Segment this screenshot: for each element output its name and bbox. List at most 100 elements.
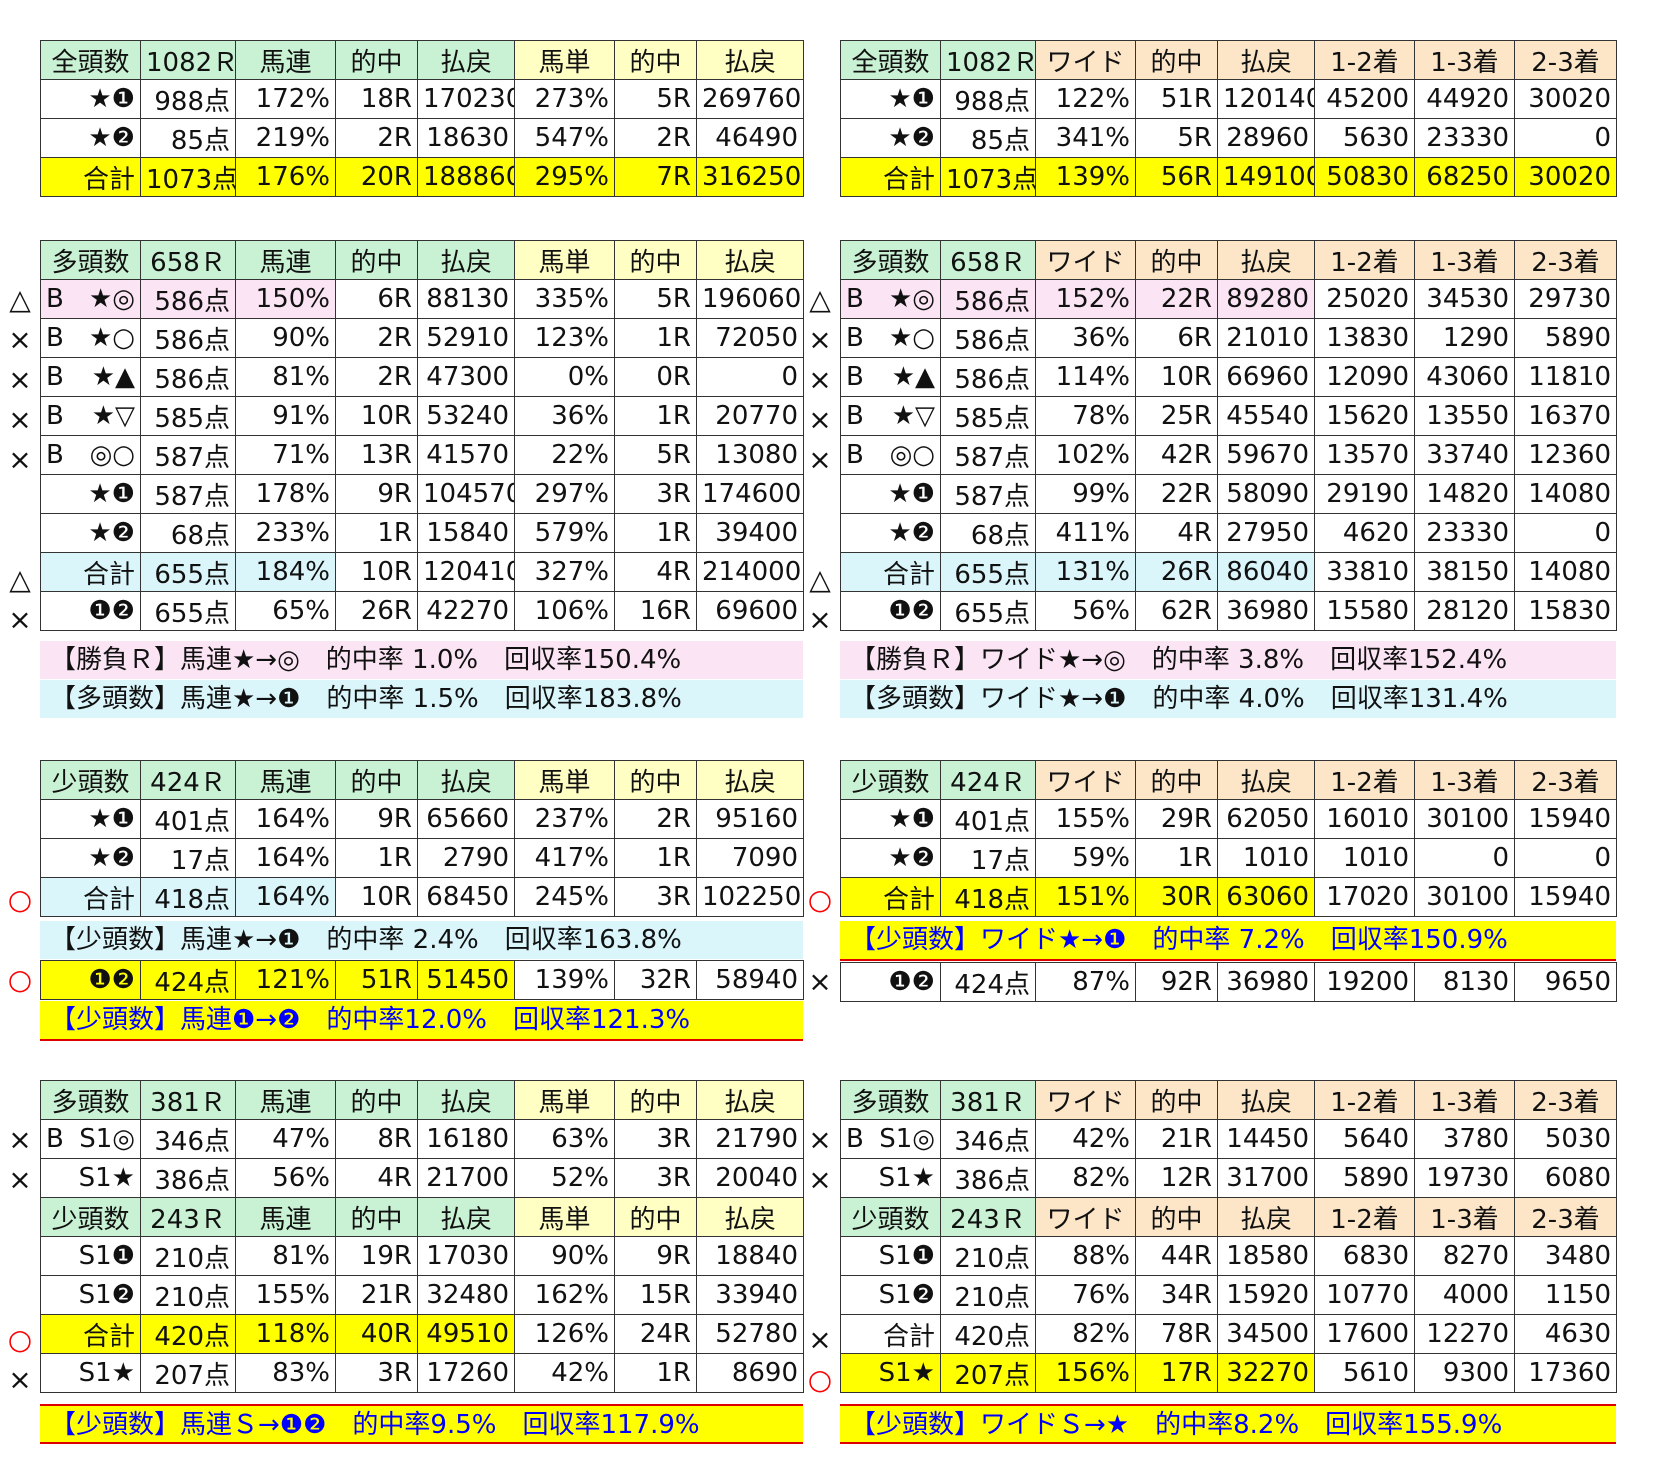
header-cell: 多頭数 [840,240,941,280]
cell: 5630 [1314,118,1415,158]
cell: 78% [1035,396,1136,436]
cell: 56% [235,1158,336,1198]
cell: 4R [1135,513,1218,553]
cell: 42% [514,1353,615,1393]
cell: 47300 [417,357,515,397]
cell: 30100 [1414,799,1515,839]
cell: 9R [614,1236,697,1276]
cell: 68点 [940,513,1036,553]
table-row: S1❶ 210点 81% 19R 17030 90% 9R 18840 [40,1236,804,1276]
table-s-series-wide: 多頭数 381Ｒ ワイド 的中 払戻 1-2着 1-3着 2-3着 B S1◎ 346点 42% 21R… [840,1080,1617,1393]
cell: 45200 [1314,79,1415,119]
row-label: ❶❷ [40,591,141,631]
cross-mark-icon: × [808,323,832,356]
cell: 2790 [417,838,515,878]
cell: 32270 [1217,1353,1315,1393]
cell: 92R [1135,962,1218,1002]
row-label: ★❶ [840,79,941,119]
cell: 0% [514,357,615,397]
cell: 3R [614,1119,697,1159]
cell: 24R [614,1314,697,1354]
cell: 214000 [696,552,804,592]
cell: 4620 [1314,513,1415,553]
header-cell: 払戻 [1217,240,1315,280]
cell: 15920 [1217,1275,1315,1315]
cell: 36% [1035,318,1136,358]
header-cell: 全頭数 [840,40,941,80]
cell: 42270 [417,591,515,631]
cross-mark-icon: × [808,1123,832,1156]
cell: 17R [1135,1353,1218,1393]
table-row: S1★ 207点 156% 17R 32270 5610 9300 17360 [840,1353,1617,1393]
header-cell: 的中 [1135,40,1218,80]
header-cell: 少頭数 [40,760,141,800]
cell: 76% [1035,1275,1136,1315]
cell: 273% [514,79,615,119]
row-label: S1❷ [840,1275,941,1315]
cell: 62R [1135,591,1218,631]
cell: 655点 [140,552,236,592]
row-label-text: S1◎ [79,1124,135,1154]
cell: 21R [1135,1119,1218,1159]
circle-mark-icon: ○ [807,1363,833,1396]
cell: 1R [1135,838,1218,878]
table-row: ❶❷ 424点 87% 92R 36980 19200 8130 9650 [840,962,1617,1002]
cell: 1290 [1414,318,1515,358]
header-cell: ワイド [1035,1080,1136,1120]
cell: 210点 [140,1275,236,1315]
header-cell: 2-3着 [1514,240,1617,280]
cell: 25R [1135,396,1218,436]
row-label-text: ★❶ [888,804,935,834]
header-cell: 1-2着 [1314,760,1415,800]
cell: 2R [614,799,697,839]
cell: 99% [1035,474,1136,514]
row-label: 合計 [40,877,141,917]
table-row: B ◎○ 587点 102% 42R 59670 13570 33740 12360 [840,435,1617,475]
cell: 44920 [1414,79,1515,119]
cross-mark-icon: × [8,1163,32,1196]
cell: 417% [514,838,615,878]
cell: 316250 [696,157,804,197]
row-label-text: ★❷ [88,518,135,548]
cell: 14450 [1217,1119,1315,1159]
header-cell: 的中 [1135,1197,1218,1237]
table-row: 合計 420点 118% 40R 49510 126% 24R 52780 [40,1314,804,1354]
table-row: B ★▲ 586点 114% 10R 66960 12090 43060 11810 [840,357,1617,397]
table-row: B ★◎ 586点 152% 22R 89280 25020 34530 29730 [840,279,1617,319]
table-row: ❶❷ 424点 121% 51R 51450 139% 32R 58940 [40,960,804,1000]
table-few-horses-wide-extra: ❶❷ 424点 87% 92R 36980 19200 8130 9650 [840,962,1617,1002]
row-label-text: 合計 [82,884,135,915]
cell: 164% [235,877,336,917]
header-cell: 払戻 [417,760,515,800]
cell: 59% [1035,838,1136,878]
cell: 401点 [940,799,1036,839]
cell: 655点 [940,552,1036,592]
row-label-text: ★❶ [888,479,935,509]
table-few-horses-wide: 少頭数 424Ｒ ワイド 的中 払戻 1-2着 1-3着 2-3着 ★❶ 401点… [840,760,1617,917]
cell: 44R [1135,1236,1218,1276]
row-label-text: S1★ [878,1163,935,1193]
cell: 122% [1035,79,1136,119]
cell: 114% [1035,357,1136,397]
cell: 207点 [940,1353,1036,1393]
cell: 43060 [1414,357,1515,397]
header-cell: ワイド [1035,240,1136,280]
cell: 4630 [1514,1314,1617,1354]
cell: 586点 [140,318,236,358]
cell: 121% [235,960,336,1000]
row-label-text: ◎○ [889,440,935,470]
cell: 0 [1514,838,1617,878]
header-cell: ワイド [1035,40,1136,80]
row-label: S1★ [40,1353,141,1393]
cell: 30R [1135,877,1218,917]
cell: 586点 [140,357,236,397]
cell: 18580 [1217,1236,1315,1276]
cell: 9R [335,474,418,514]
cell: 655点 [940,591,1036,631]
row-label: ★❶ [40,799,141,839]
cell: 4R [614,552,697,592]
cell: 176% [235,157,336,197]
cell: 0R [614,357,697,397]
cell: 1R [614,513,697,553]
cell: 13830 [1314,318,1415,358]
